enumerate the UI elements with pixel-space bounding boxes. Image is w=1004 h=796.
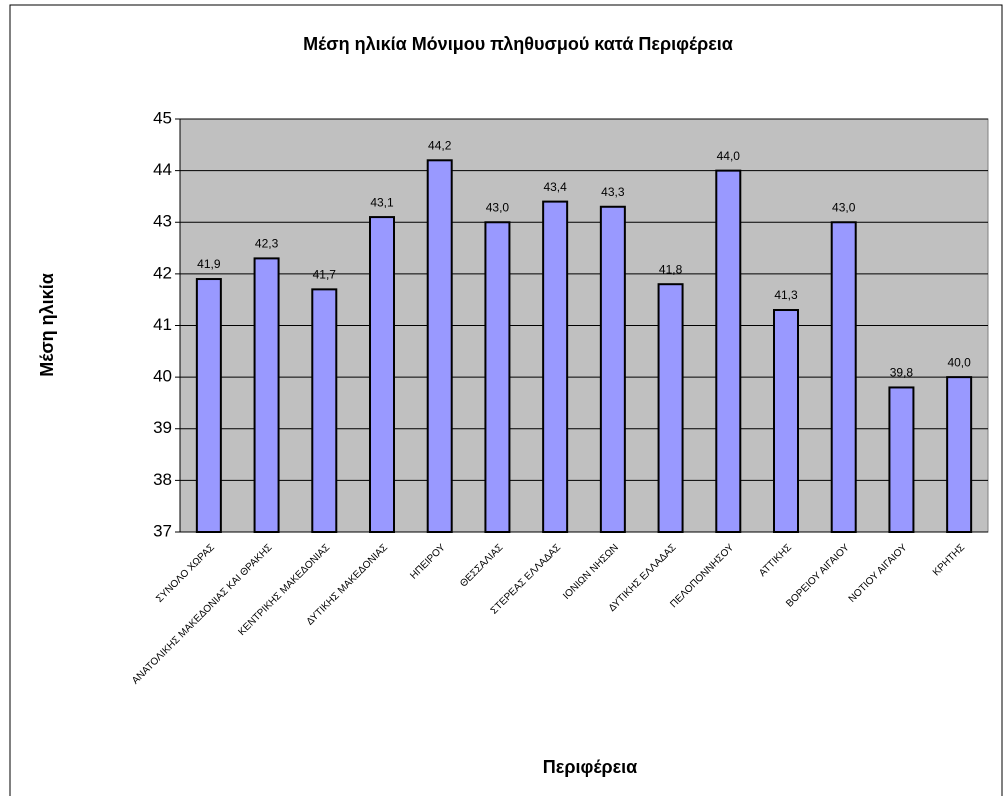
y-tick-label: 45 <box>153 108 172 127</box>
y-tick-label: 40 <box>153 367 172 386</box>
value-label: 43,1 <box>370 195 394 209</box>
value-label: 39,8 <box>890 366 914 380</box>
value-label: 40,0 <box>947 355 971 369</box>
x-axis-label: Περιφέρεια <box>543 757 637 777</box>
bar <box>599 205 626 533</box>
value-label: 41,3 <box>774 288 798 302</box>
bar <box>195 278 222 533</box>
y-tick-label: 42 <box>153 263 172 282</box>
y-tick-label: 41 <box>153 315 172 334</box>
value-label: 42,3 <box>255 237 279 251</box>
bar <box>657 283 684 534</box>
value-label: 44,2 <box>428 138 452 152</box>
y-tick-label: 39 <box>153 418 172 437</box>
value-label: 41,7 <box>313 268 337 282</box>
value-label: 43,0 <box>832 200 856 214</box>
bar <box>946 376 973 533</box>
y-tick-label: 44 <box>153 160 172 179</box>
y-tick-label: 43 <box>153 212 172 231</box>
bar <box>369 216 395 533</box>
y-tick-label: 37 <box>153 521 172 540</box>
value-label: 41,9 <box>197 257 221 271</box>
bar <box>830 221 857 533</box>
bar <box>715 169 742 533</box>
bar <box>253 257 280 533</box>
value-label: 44,0 <box>717 149 741 163</box>
y-tick-label: 38 <box>153 470 172 489</box>
value-label: 43,0 <box>486 200 510 214</box>
chart-title: Μέση ηλικία Μόνιμου πληθυσμού κατά Περιφ… <box>303 34 733 54</box>
bar <box>484 221 511 533</box>
value-label: 43,3 <box>601 185 625 199</box>
value-label: 43,4 <box>543 180 567 194</box>
bar <box>888 386 915 534</box>
y-axis-label: Μέση ηλικία <box>37 273 57 377</box>
bar <box>773 309 799 534</box>
bar <box>426 159 453 534</box>
bar <box>542 200 569 533</box>
bar <box>311 288 338 533</box>
value-label: 41,8 <box>659 262 683 276</box>
